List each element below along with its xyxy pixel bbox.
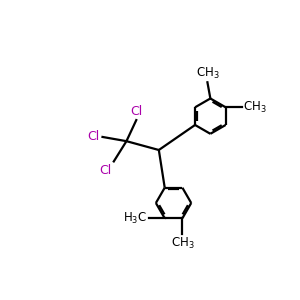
Text: Cl: Cl [100,164,112,177]
Text: CH$_3$: CH$_3$ [170,236,194,251]
Text: CH$_3$: CH$_3$ [196,66,219,81]
Text: Cl: Cl [130,105,143,118]
Text: H$_3$C: H$_3$C [123,211,147,226]
Text: CH$_3$: CH$_3$ [243,100,267,115]
Text: Cl: Cl [88,130,100,143]
